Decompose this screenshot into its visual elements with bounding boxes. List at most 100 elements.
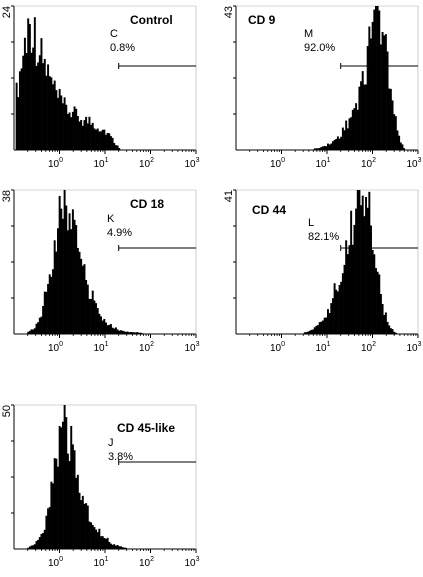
y-max-label: 50 (1, 405, 13, 417)
histogram-bar (45, 75, 48, 150)
histogram-bar (373, 9, 376, 151)
histogram-bar (58, 88, 61, 150)
histogram-bar (60, 427, 63, 549)
histogram-bar (76, 474, 79, 549)
histogram-bar (50, 276, 53, 334)
x-tick-label: 103 (184, 556, 199, 569)
histogram-bar (315, 325, 318, 334)
histogram-bar (86, 123, 89, 150)
histogram-bar (389, 328, 392, 334)
histogram-bar (90, 124, 93, 150)
x-tick-label: 100 (48, 157, 63, 170)
histogram-bar (134, 332, 137, 334)
histogram-bar (91, 524, 94, 549)
histogram-bar (100, 131, 102, 150)
histogram-bar (371, 21, 374, 150)
histogram-bar (27, 331, 30, 334)
histogram-bar (111, 137, 114, 150)
x-tick-label: 101 (315, 157, 330, 170)
histogram-bar (47, 283, 50, 334)
histogram-bar (313, 327, 316, 334)
histogram-bar (30, 545, 33, 549)
histogram-panel-cd-44: 41 CD 44 L 82.1% 100 101 102 103 (223, 189, 422, 354)
histogram-bar (355, 103, 358, 150)
histogram-bar (98, 131, 101, 150)
histogram-bar (312, 329, 315, 334)
histogram-bar (336, 136, 339, 150)
panel-title: CD 45-like (117, 421, 175, 435)
histogram-bar (330, 143, 333, 150)
x-tick-label: 103 (184, 341, 199, 354)
x-tick-label: 100 (48, 556, 63, 569)
histogram-bar (32, 329, 35, 334)
histogram-bar (30, 52, 33, 150)
histogram-bar (351, 109, 354, 150)
gate-letter: J (108, 437, 114, 449)
histogram-bar (114, 327, 117, 334)
histogram-bar (76, 247, 79, 334)
histogram-bar (116, 329, 119, 334)
histogram-bar (322, 146, 324, 150)
x-tick-label: 101 (93, 157, 108, 170)
histogram-bar (86, 505, 89, 549)
histogram-bar (37, 539, 40, 549)
histogram-bar (91, 122, 94, 150)
histogram-bar (83, 503, 86, 549)
histogram-bar (308, 330, 311, 334)
histogram-bar (65, 104, 68, 150)
histogram-bar (106, 537, 109, 549)
histogram-bar (361, 195, 364, 334)
histogram-bar (368, 191, 371, 334)
x-tick-label: 100 (48, 341, 63, 354)
histogram-bar (55, 251, 58, 334)
histogram-bar (80, 119, 83, 150)
histogram-bar (325, 317, 328, 334)
histogram-bar (93, 300, 96, 334)
histogram-bar (108, 324, 111, 334)
histogram-bar (317, 148, 320, 150)
histogram-bar (53, 458, 56, 549)
histogram-bar (25, 53, 28, 150)
histogram-bar (58, 426, 61, 549)
histogram-bar (370, 225, 372, 334)
histogram-bar (328, 144, 331, 150)
x-tick-label: 102 (139, 556, 154, 569)
histogram-bar (116, 145, 119, 150)
histogram-bar (86, 284, 89, 334)
histogram-bar (123, 331, 126, 334)
histogram-bar (124, 547, 127, 549)
histogram-bar (95, 303, 98, 334)
x-tick-label: 102 (361, 157, 376, 170)
histogram-bar (368, 26, 371, 150)
histogram-bar (355, 208, 358, 334)
histogram-bar (113, 328, 116, 334)
histogram-bar (83, 120, 86, 150)
histogram-bar (71, 444, 74, 549)
histogram-bar (323, 317, 326, 334)
histogram-bar (108, 541, 111, 549)
histogram-bar (338, 285, 341, 334)
histogram-bar (361, 71, 364, 150)
histogram-bar (75, 225, 78, 334)
histogram-bar (52, 84, 55, 150)
panel-title: CD 9 (248, 13, 276, 27)
x-tick-label: 102 (139, 341, 154, 354)
histogram-bar (336, 291, 339, 334)
histogram-bar (100, 316, 102, 334)
histogram-bar (365, 84, 368, 150)
histogram-bar (63, 190, 66, 334)
histogram-bar (383, 314, 386, 334)
gate-percent: 0.8% (110, 42, 135, 54)
histogram-bar (351, 244, 354, 334)
histogram-bar (48, 274, 51, 334)
histogram-bar (81, 265, 84, 334)
x-tick-label: 100 (270, 341, 285, 354)
histogram-bar (366, 46, 369, 150)
histogram-bar (37, 62, 40, 151)
histogram-bar (333, 139, 336, 150)
histogram-bar (378, 10, 381, 151)
y-max-label: 24 (1, 6, 13, 18)
histogram-bar (96, 128, 99, 150)
